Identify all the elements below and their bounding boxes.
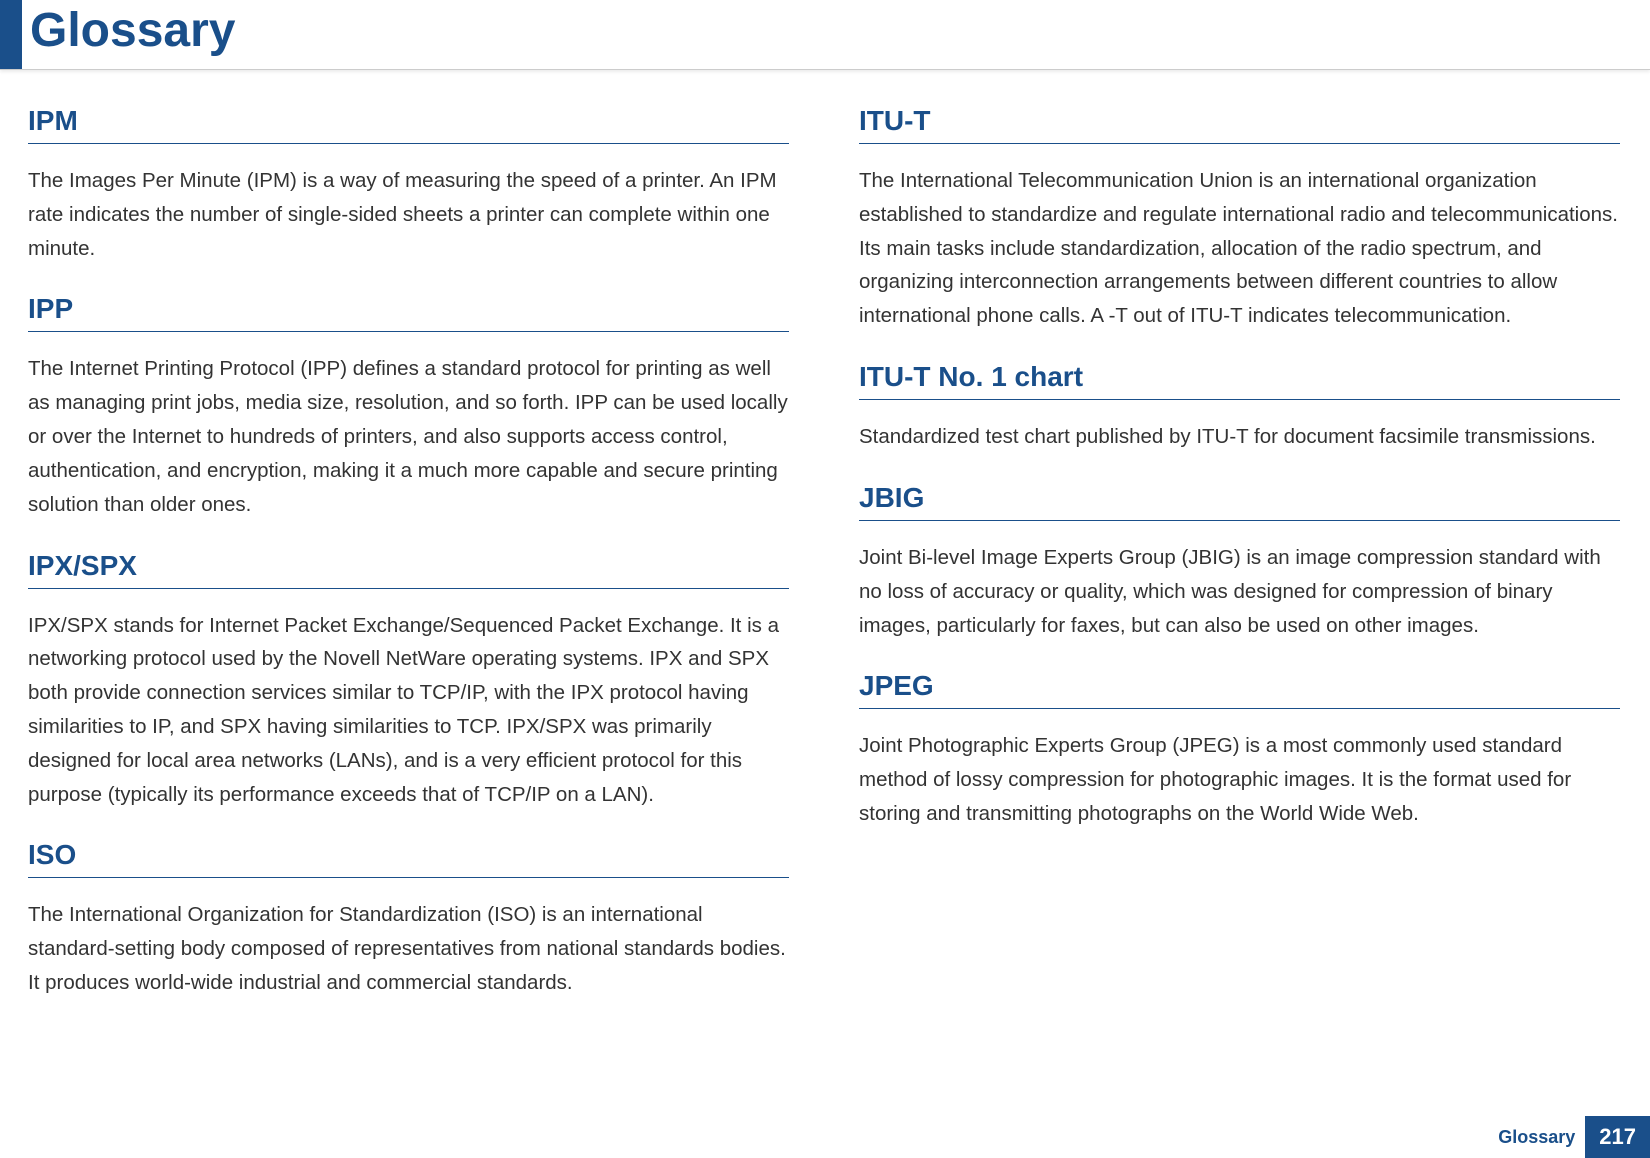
right-column: ITU-T The International Telecommunicatio…	[859, 105, 1620, 1000]
glossary-term: IPX/SPX	[28, 550, 789, 589]
glossary-definition: Standardized test chart published by ITU…	[859, 420, 1620, 454]
left-column: IPM The Images Per Minute (IPM) is a way…	[28, 105, 789, 1000]
page-header: Glossary	[0, 0, 1650, 70]
glossary-definition: Joint Photographic Experts Group (JPEG) …	[859, 729, 1620, 830]
page-footer: Glossary 217	[1498, 1116, 1650, 1158]
footer-section-label: Glossary	[1498, 1127, 1585, 1148]
glossary-definition: The International Organization for Stand…	[28, 898, 789, 999]
content-area: IPM The Images Per Minute (IPM) is a way…	[0, 105, 1650, 1000]
header-accent-bar	[0, 0, 22, 69]
glossary-term: ITU-T	[859, 105, 1620, 144]
glossary-definition: The International Telecommunication Unio…	[859, 164, 1620, 333]
glossary-definition: The Images Per Minute (IPM) is a way of …	[28, 164, 789, 265]
glossary-term: IPM	[28, 105, 789, 144]
glossary-definition: IPX/SPX stands for Internet Packet Excha…	[28, 609, 789, 812]
glossary-definition: Joint Bi-level Image Experts Group (JBIG…	[859, 541, 1620, 642]
glossary-term: JPEG	[859, 670, 1620, 709]
glossary-term: ITU-T No. 1 chart	[859, 361, 1620, 400]
glossary-term: ISO	[28, 839, 789, 878]
glossary-term: IPP	[28, 293, 789, 332]
glossary-term: JBIG	[859, 482, 1620, 521]
footer-page-number: 217	[1585, 1116, 1650, 1158]
glossary-definition: The Internet Printing Protocol (IPP) def…	[28, 352, 789, 521]
page-title: Glossary	[22, 0, 235, 69]
